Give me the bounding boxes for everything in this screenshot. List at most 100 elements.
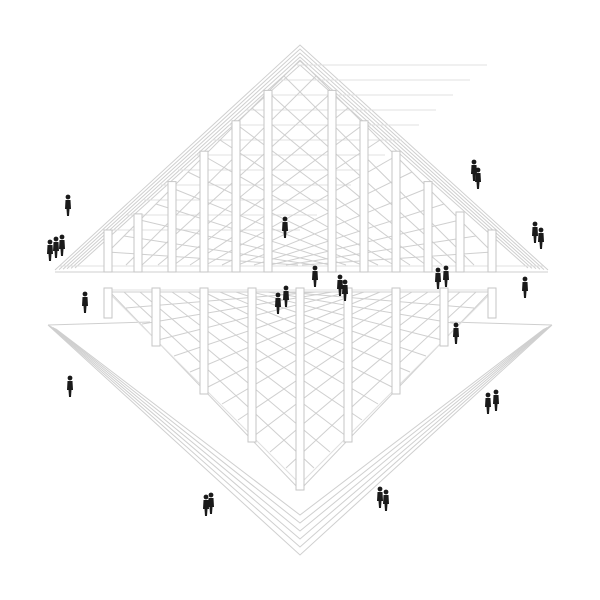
- person-body: [82, 297, 88, 313]
- person-head: [282, 216, 288, 222]
- person-figure: [485, 392, 491, 414]
- person-body: [532, 227, 538, 243]
- person-head: [538, 227, 544, 233]
- person-head: [485, 392, 491, 398]
- person-body: [538, 233, 544, 249]
- person-figure: [65, 194, 71, 216]
- person-figure: [443, 265, 449, 287]
- person-figure: [203, 494, 209, 516]
- person-head: [337, 274, 343, 280]
- upper-lattice-structure: [107, 59, 493, 266]
- person-figure: [53, 236, 59, 258]
- person-body: [275, 298, 281, 314]
- person-figure: [435, 267, 441, 289]
- person-body: [342, 285, 348, 301]
- person-head: [342, 279, 348, 285]
- person-head: [275, 292, 281, 298]
- person-figure: [337, 274, 343, 296]
- roof-edge-line: [54, 44, 549, 271]
- person-head: [471, 159, 477, 165]
- person-body: [435, 273, 441, 289]
- person-body: [59, 240, 65, 256]
- person-head: [47, 239, 53, 245]
- person-figure: [47, 239, 53, 261]
- column-upper: [133, 213, 143, 273]
- person-body: [383, 495, 389, 511]
- column-upper: [327, 89, 337, 273]
- roof-edge-line: [58, 48, 545, 270]
- person-head: [59, 234, 65, 240]
- lattice-diagonal: [221, 171, 413, 266]
- person-figure: [383, 489, 389, 511]
- roof-edge-line: [70, 60, 533, 269]
- person-figure: [377, 486, 383, 508]
- person-figure: [453, 322, 459, 344]
- person-head: [493, 389, 499, 395]
- column-upper: [391, 150, 401, 273]
- person-head: [283, 285, 289, 291]
- roof-edge-line: [62, 52, 541, 270]
- roof-edge-line: [66, 56, 537, 270]
- person-body: [203, 500, 209, 516]
- person-body: [208, 498, 214, 514]
- person-head: [67, 375, 73, 381]
- base-step-line: [54, 327, 546, 524]
- person-head: [435, 267, 441, 273]
- person-body: [443, 271, 449, 287]
- person-body: [47, 245, 53, 261]
- person-body: [471, 165, 477, 181]
- person-figure: [59, 234, 65, 256]
- person-figure: [275, 292, 281, 314]
- column-upper: [263, 89, 273, 273]
- person-head: [443, 265, 449, 271]
- base-top-edge: [449, 321, 553, 326]
- person-head: [377, 486, 383, 492]
- person-body: [337, 280, 343, 296]
- column-lower: [343, 287, 353, 443]
- person-body: [53, 242, 59, 258]
- person-body: [493, 395, 499, 411]
- person-body: [283, 291, 289, 307]
- person-body: [453, 328, 459, 344]
- lattice-diagonal: [285, 235, 477, 266]
- stepped-base-bottom: [47, 321, 553, 556]
- person-head: [522, 276, 528, 282]
- column-lower: [295, 287, 305, 491]
- lattice-diagonal: [157, 107, 349, 266]
- person-figure: [342, 279, 348, 301]
- column-upper: [455, 211, 465, 273]
- lattice-diagonal: [251, 107, 443, 266]
- upper-pyramid-roof: [54, 44, 549, 273]
- person-figure: [82, 291, 88, 313]
- column-upper: [359, 120, 369, 273]
- base-step-line: [52, 327, 548, 532]
- person-figure: [532, 221, 538, 243]
- person-body: [67, 381, 73, 397]
- person-body: [485, 398, 491, 414]
- column-lower: [103, 287, 113, 319]
- person-head: [532, 221, 538, 227]
- base-step-line: [55, 328, 545, 516]
- column-upper: [423, 181, 433, 273]
- person-head: [82, 291, 88, 297]
- person-head: [65, 194, 71, 200]
- column-upper: [167, 181, 177, 273]
- person-figure: [282, 216, 288, 238]
- person-body: [282, 222, 288, 238]
- person-head: [312, 265, 318, 271]
- base-step-line: [47, 324, 553, 556]
- lattice-diagonal: [123, 235, 315, 266]
- column-lower: [439, 287, 449, 347]
- person-figure: [283, 285, 289, 307]
- person-head: [53, 236, 59, 242]
- person-body: [522, 282, 528, 298]
- structural-columns: [103, 89, 497, 491]
- person-figure: [522, 276, 528, 298]
- base-step-line: [49, 325, 551, 548]
- column-upper: [103, 229, 113, 273]
- person-body: [377, 492, 383, 508]
- person-head: [208, 492, 214, 498]
- column-lower: [199, 287, 209, 395]
- person-head: [383, 489, 389, 495]
- base-top-edge: [47, 321, 151, 326]
